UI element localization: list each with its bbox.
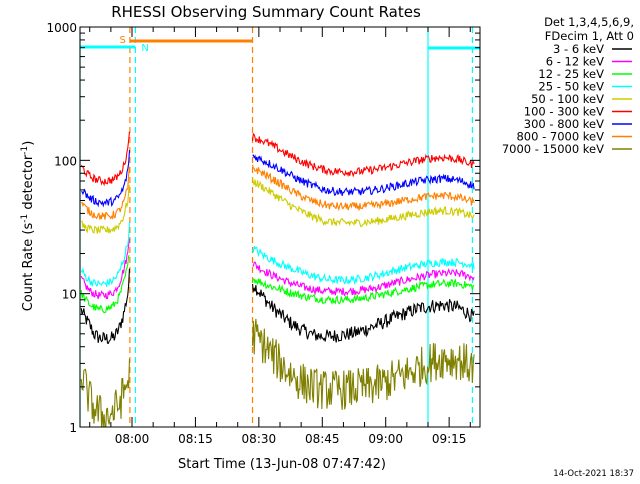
y-axis-label: Count Rate (s-1 detector-1) <box>20 141 36 312</box>
series-2-segment-1 <box>251 278 475 305</box>
x-tick-label-1: 08:15 <box>178 432 213 446</box>
series-2-segment-0 <box>80 255 130 314</box>
series-6-segment-1 <box>252 154 475 196</box>
series-7-segment-0 <box>80 166 131 220</box>
series-5-segment-0 <box>80 131 131 187</box>
y-axis-label-main: Count Rate (s <box>21 223 36 312</box>
series-6-segment-0 <box>81 150 131 208</box>
x-tick-label-3: 08:45 <box>305 432 340 446</box>
series-4-segment-1 <box>251 176 475 228</box>
series-4-segment-0 <box>80 184 131 235</box>
legend-label-0: 3 - 6 keV <box>553 42 604 56</box>
y-axis-label-mid: detector <box>21 154 36 214</box>
series-7-segment-1 <box>251 164 475 212</box>
series-0-segment-1 <box>251 284 475 343</box>
series-8-segment-1 <box>251 318 475 410</box>
y-axis-label-sup2: -1 <box>20 146 30 155</box>
timestamp: 14-Oct-2021 18:37 <box>553 469 634 479</box>
axis-layer: 1 10 100 1000 08:00 08:15 08:30 08:45 09:00 09:15 <box>46 21 481 446</box>
legend-label-7: 800 - 7000 keV <box>516 130 604 144</box>
series-3-segment-1 <box>251 246 475 286</box>
annotation-label-S: S <box>120 35 126 46</box>
y-tick-label-1: 10 <box>62 288 77 302</box>
legend-label-5: 100 - 300 keV <box>524 105 604 119</box>
series-5-segment-1 <box>251 132 475 178</box>
y-axis-label-sup1: -1 <box>20 214 30 223</box>
chart-title: RHESSI Observing Summary Count Rates <box>111 3 421 21</box>
legend-label-6: 300 - 800 keV <box>524 117 604 131</box>
x-tick-label-2: 08:30 <box>242 432 277 446</box>
legend-label-8: 7000 - 15000 keV <box>502 142 604 156</box>
legend-label-2: 12 - 25 keV <box>538 67 604 81</box>
annotation-label-N: N <box>141 43 148 54</box>
y-tick-label-3: 1000 <box>46 21 77 35</box>
y-tick-label-2: 100 <box>54 154 77 168</box>
x-tick-label-0: 08:00 <box>115 432 150 446</box>
legend-header-line-2: FDecim 1, Att 0 <box>545 29 634 43</box>
data-layer: SN <box>79 27 480 428</box>
x-axis-label: Start Time (13-Jun-08 07:47:42) <box>178 457 386 472</box>
series-1-segment-1 <box>252 261 475 297</box>
x-tick-label-4: 09:00 <box>368 432 403 446</box>
legend: Det 1,3,4,5,6,9, FDecim 1, Att 0 3 - 6 k… <box>502 15 634 156</box>
legend-label-1: 6 - 12 keV <box>546 55 604 69</box>
legend-header-line-1: Det 1,3,4,5,6,9, <box>544 15 634 29</box>
legend-label-4: 50 - 100 keV <box>531 92 604 106</box>
series-0-segment-0 <box>80 268 131 345</box>
series-1-segment-0 <box>80 238 131 300</box>
series-3-segment-0 <box>80 221 131 287</box>
x-tick-label-5: 09:15 <box>432 432 467 446</box>
legend-label-3: 25 - 50 keV <box>538 80 604 94</box>
y-axis-label-end: ) <box>21 141 36 146</box>
y-tick-label-0: 1 <box>69 421 77 435</box>
